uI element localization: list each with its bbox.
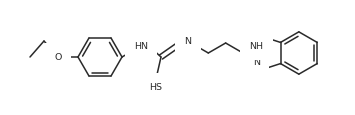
Text: N: N — [185, 37, 191, 46]
Text: N: N — [253, 57, 260, 66]
Text: HS: HS — [149, 83, 163, 92]
Text: HN: HN — [134, 42, 148, 51]
Text: NH: NH — [250, 42, 263, 51]
Text: O: O — [54, 53, 62, 62]
